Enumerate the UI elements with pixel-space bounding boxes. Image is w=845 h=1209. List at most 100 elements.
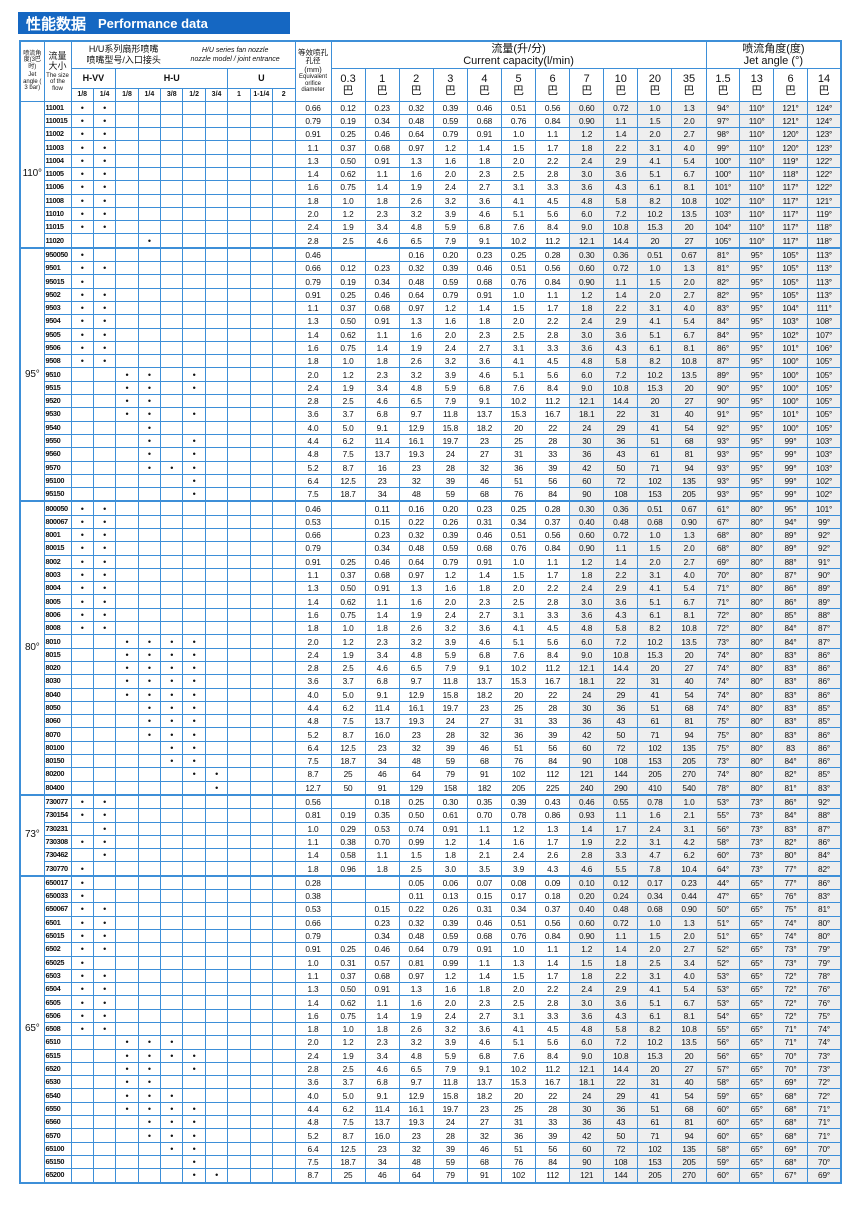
- flow-cell: 10.8: [603, 647, 639, 662]
- flow-cell: 32: [466, 1128, 502, 1143]
- empty-cell: [160, 180, 184, 195]
- angle-cell: 73°: [705, 754, 741, 769]
- flow-cell: 0.62: [330, 594, 366, 609]
- model-cell: 80100: [43, 740, 72, 756]
- flow-cell: 1.0: [330, 193, 366, 208]
- empty-cell: [160, 514, 184, 530]
- empty-cell: [227, 153, 251, 168]
- available-dot: •: [92, 206, 117, 222]
- flow-cell: 81: [671, 1115, 707, 1130]
- flow-cell: 3.3: [535, 607, 571, 623]
- flow-cell: 0.64: [398, 287, 434, 302]
- angle-cell: 77°: [773, 875, 808, 891]
- empty-cell: [92, 420, 117, 435]
- empty-cell: [272, 995, 296, 1010]
- empty-cell: [272, 394, 296, 409]
- empty-cell: [115, 714, 139, 729]
- flow-cell: 4.0: [671, 140, 707, 155]
- flow-cell: 11.2: [535, 394, 571, 409]
- flow-cell: 0.31: [466, 902, 502, 917]
- diameter-cell: 4.0: [294, 687, 332, 702]
- flow-cell: 5.0: [330, 1088, 366, 1103]
- flow-cell: 32: [398, 740, 434, 756]
- flow-cell: 0.72: [603, 915, 639, 930]
- flow-cell: 1.8: [569, 567, 605, 583]
- flow-cell: 3.0: [569, 166, 605, 182]
- flow-cell: 13.7: [364, 447, 400, 462]
- flow-cell: 1.3: [500, 955, 537, 970]
- empty-cell: [92, 780, 117, 796]
- flow-cell: 0.34: [500, 514, 537, 530]
- flow-cell: 4.6: [364, 1061, 400, 1077]
- flow-cell: 8.1: [671, 180, 707, 195]
- flow-cell: 23: [466, 433, 502, 449]
- table-row: 110° 11001 • • 0.66 0.12 0.23 0.32 0.39 0.46 0.51 0…: [19, 100, 842, 249]
- empty-cell: [182, 514, 206, 530]
- pressure-value: 6: [787, 72, 794, 85]
- empty-cell: [204, 287, 229, 302]
- flow-cell: 1.7: [603, 821, 639, 836]
- flow-cell: 39: [535, 1128, 571, 1143]
- empty-cell: [204, 541, 229, 556]
- model-cell: 8004: [43, 581, 72, 596]
- flow-cell: 1.3: [671, 915, 707, 930]
- available-dot: •: [92, 554, 117, 569]
- empty-cell: [204, 567, 229, 583]
- empty-cell: [115, 875, 139, 891]
- flow-cell: 4.1: [637, 982, 673, 997]
- table-row: 650033 • 0.38 0.11 0.13 0.15 0.17 0.18 0.20 0.24 0…: [20, 889, 842, 904]
- table-row: 9504 • • 1.3 0.50 0.91 1.3 1.6 1.8 2.0 2.2 2.4 2.9 4.…: [20, 314, 842, 329]
- flow-cell: 1.6: [432, 982, 468, 997]
- available-dot: •: [137, 380, 162, 396]
- angle-cell: 100°: [773, 394, 808, 409]
- flow-cell: 23: [398, 460, 434, 475]
- flow-cell: 1.2: [432, 300, 468, 316]
- diameter-cell: 0.66: [294, 261, 332, 276]
- model-cell: 65025: [43, 955, 72, 970]
- angle-cell: 83°: [806, 780, 842, 796]
- empty-cell: [137, 621, 162, 636]
- available-dot: •: [137, 460, 162, 475]
- angle-cell: 65°: [739, 955, 775, 970]
- available-dot: •: [182, 1154, 206, 1170]
- model-cell: 6530: [43, 1075, 72, 1090]
- angle-cell: 69°: [773, 1075, 808, 1090]
- empty-cell: [227, 380, 251, 396]
- empty-cell: [272, 193, 296, 208]
- available-dot: •: [182, 1168, 206, 1184]
- flow-cell: 11.2: [535, 660, 571, 676]
- flow-cell: 0.23: [364, 261, 400, 276]
- available-dot: •: [160, 1048, 184, 1063]
- empty-cell: [160, 1008, 184, 1023]
- flow-cell: 0.91: [466, 942, 502, 957]
- empty-cell: [249, 261, 274, 276]
- angle-cell: 81°: [806, 902, 842, 917]
- available-dot: •: [182, 447, 206, 462]
- flow-cell: 0.90: [569, 541, 605, 556]
- flow-cell: 0.39: [432, 100, 468, 115]
- flow-size-header-en: The size of the flow: [46, 72, 69, 92]
- angle-cell: 68°: [705, 527, 741, 543]
- empty-cell: [204, 100, 229, 115]
- flow-cell: 68: [671, 433, 707, 449]
- empty-cell: [160, 1075, 184, 1090]
- available-dot: •: [115, 1088, 139, 1103]
- angle-cell: 81°: [705, 261, 741, 276]
- empty-cell: [137, 327, 162, 342]
- empty-cell: [204, 794, 229, 810]
- flow-cell: 1.3: [671, 100, 707, 115]
- flow-cell: 112: [535, 767, 571, 782]
- flow-cell: 1.7: [535, 300, 571, 316]
- flow-cell: 0.23: [466, 500, 502, 516]
- available-dot: •: [137, 700, 162, 716]
- empty-cell: [272, 554, 296, 569]
- model-cell: 11010: [43, 206, 72, 222]
- flow-cell: 2.3: [364, 206, 400, 222]
- angle-cell: 74°: [705, 767, 741, 782]
- flow-cell: 54: [671, 687, 707, 702]
- flow-cell: 5.9: [432, 1048, 468, 1063]
- flow-cell: 0.23: [364, 915, 400, 930]
- angle-cell: 117°: [773, 233, 808, 249]
- empty-cell: [249, 808, 274, 823]
- available-dot: •: [92, 193, 117, 208]
